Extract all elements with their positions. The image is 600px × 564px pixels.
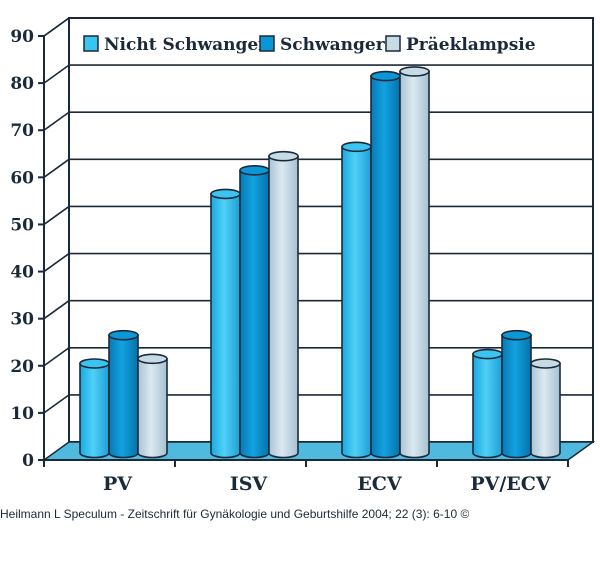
bar-body xyxy=(137,357,168,459)
gridline-side xyxy=(43,205,70,226)
legend-item: Nicht Schwanger xyxy=(83,35,268,55)
bar xyxy=(79,358,110,459)
y-tick-label: 80 xyxy=(10,74,34,94)
bar xyxy=(399,66,430,459)
bar xyxy=(530,358,561,459)
bar-body xyxy=(268,155,299,459)
x-tick-label: ECV xyxy=(357,473,403,495)
bar-body xyxy=(239,169,270,459)
bar-top xyxy=(370,70,401,82)
gridline-side xyxy=(43,111,70,131)
bar xyxy=(108,329,139,459)
bar-top xyxy=(399,66,430,77)
bar-top xyxy=(530,358,561,369)
bar-chart: 0 10 20 30 40 50 60 70 80 90 PV ISV ECV PV/ECV Nicht… xyxy=(10,17,596,495)
y-tick-label: 0 xyxy=(22,451,34,471)
bar-body xyxy=(210,193,241,459)
gridline-side xyxy=(43,394,70,414)
x-tick-label: PV/ECV xyxy=(470,473,552,495)
legend: Nicht Schwanger Schwanger Präeklampsie xyxy=(83,35,536,55)
legend-label: Präeklampsie xyxy=(406,35,536,55)
bar-body xyxy=(530,362,561,459)
y-tick-label: 50 xyxy=(10,215,34,235)
bar xyxy=(268,150,299,459)
legend-item: Schwanger xyxy=(259,35,386,55)
bar xyxy=(341,141,372,459)
y-tick-label: 90 xyxy=(10,27,34,47)
legend-swatch xyxy=(259,35,275,52)
legend-swatch xyxy=(83,35,99,52)
bar-top xyxy=(501,329,532,341)
bar-body xyxy=(341,145,372,459)
axes xyxy=(38,36,568,461)
legend-label: Schwanger xyxy=(280,35,386,55)
x-tick-label: PV xyxy=(103,473,133,495)
bar-body xyxy=(472,353,503,459)
gridline-side xyxy=(43,300,70,320)
bar xyxy=(210,188,241,459)
bar-top xyxy=(79,358,110,369)
bar xyxy=(137,353,168,459)
bar xyxy=(239,165,270,459)
bar-top xyxy=(239,165,270,176)
bar-top xyxy=(341,141,372,153)
bar-top xyxy=(472,348,503,360)
gridline-side xyxy=(43,158,70,178)
bar-top xyxy=(268,150,299,162)
bar xyxy=(472,348,503,459)
bar xyxy=(370,70,401,459)
gridline-side xyxy=(43,17,70,37)
bar-top xyxy=(210,188,241,200)
bar-body xyxy=(108,334,139,459)
gridline-side xyxy=(43,64,70,84)
y-tick-label: 40 xyxy=(10,263,34,283)
gridlines xyxy=(43,17,593,414)
source-caption: Heilmann L Speculum - Zeitschrift für Gy… xyxy=(0,507,470,521)
y-tick-label: 60 xyxy=(10,168,34,188)
legend-swatch xyxy=(385,35,401,52)
bar-top xyxy=(108,329,139,341)
bar-top xyxy=(137,353,168,365)
gridline-side xyxy=(43,347,70,367)
x-tick-label: ISV xyxy=(230,473,269,495)
bar-body xyxy=(399,70,430,459)
y-tick-label: 20 xyxy=(10,357,34,377)
bars xyxy=(79,66,561,459)
bar-body xyxy=(79,362,110,459)
bar-body xyxy=(501,334,532,459)
y-axis-ticks: 0 10 20 30 40 50 60 70 80 90 xyxy=(10,27,44,471)
gridline-side xyxy=(43,252,70,273)
y-tick-label: 70 xyxy=(10,121,34,141)
bar xyxy=(501,329,532,459)
y-tick-label: 30 xyxy=(10,310,34,330)
y-tick-label: 10 xyxy=(10,404,34,424)
x-axis-ticks: PV ISV ECV PV/ECV xyxy=(43,460,569,495)
bar-body xyxy=(370,75,401,459)
legend-item: Präeklampsie xyxy=(385,35,536,55)
legend-label: Nicht Schwanger xyxy=(104,35,268,55)
